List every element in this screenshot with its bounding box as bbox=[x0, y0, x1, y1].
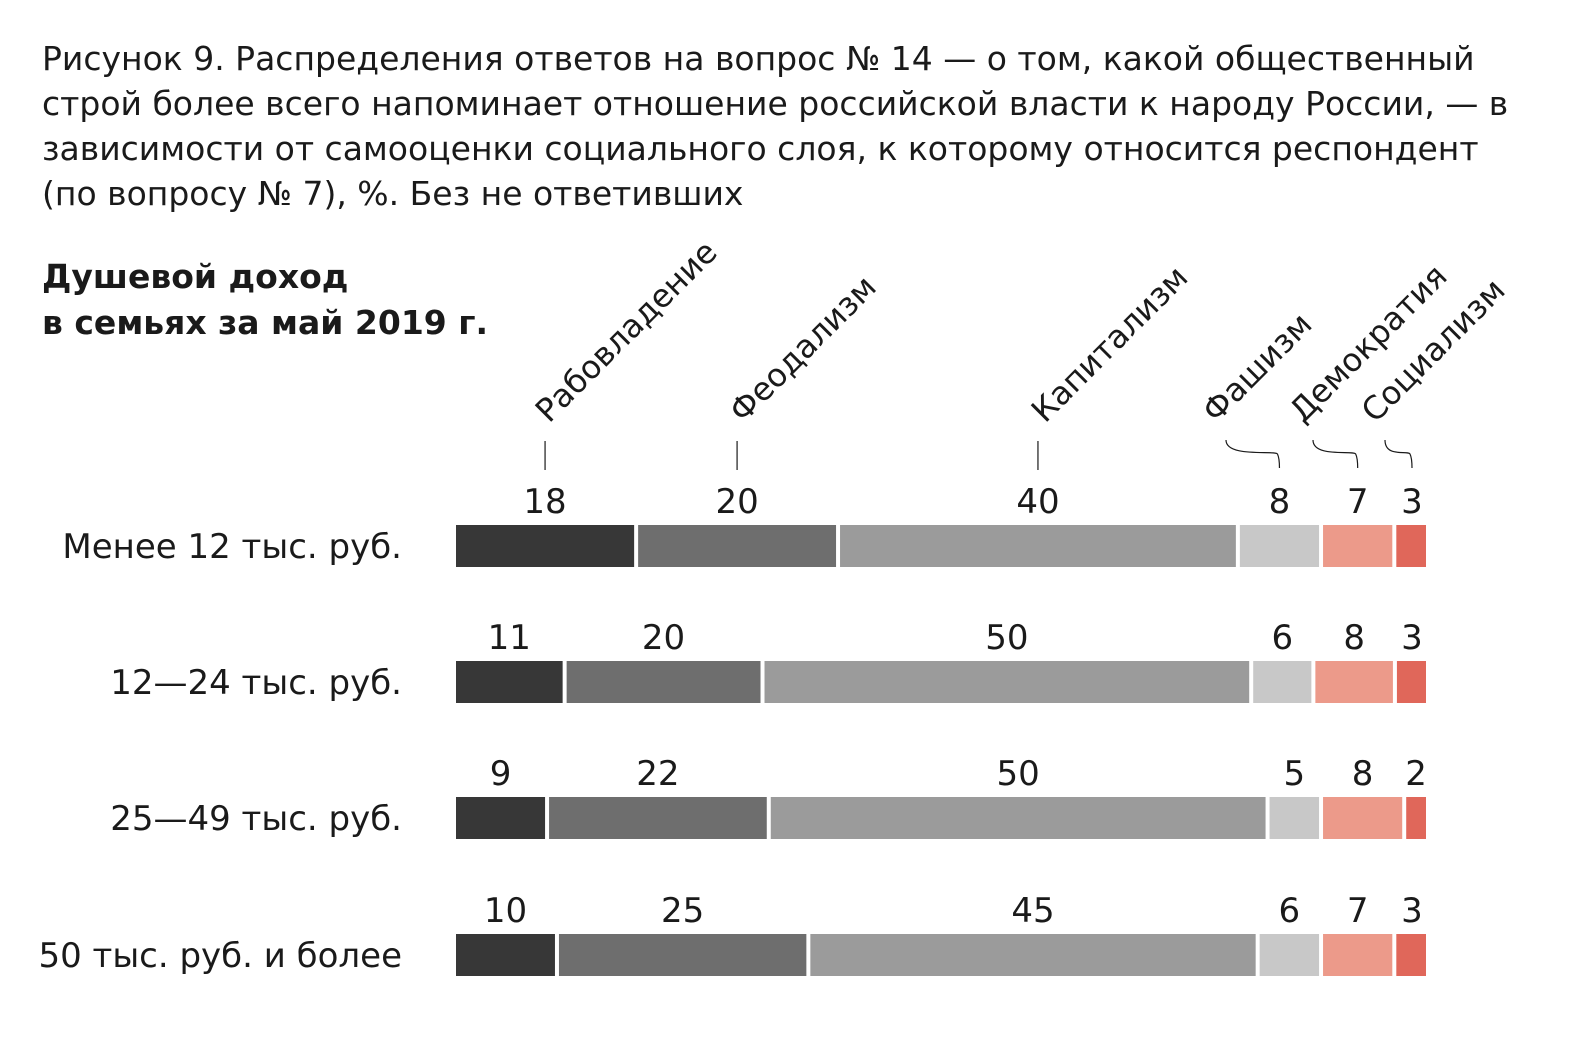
series-label: Рабовладение bbox=[528, 233, 725, 430]
row-label: 50 тыс. руб. и более bbox=[38, 936, 402, 976]
bar-segment bbox=[558, 934, 807, 976]
value-label: 3 bbox=[1401, 618, 1423, 658]
value-label: 40 bbox=[1016, 482, 1059, 522]
bar-segment bbox=[549, 797, 767, 839]
bar-segment bbox=[1406, 797, 1426, 839]
bar-segment bbox=[1315, 661, 1393, 703]
bar-segment bbox=[770, 797, 1266, 839]
bar-segment bbox=[456, 525, 635, 567]
bar-segment bbox=[456, 797, 546, 839]
value-label: 6 bbox=[1271, 618, 1293, 658]
bar-segment bbox=[456, 661, 563, 703]
bar-segment bbox=[840, 525, 1236, 567]
value-label: 11 bbox=[488, 618, 531, 658]
subtitle-line-1: Душевой доход bbox=[42, 257, 349, 296]
value-label: 3 bbox=[1401, 482, 1423, 522]
series-label: Капитализм bbox=[1024, 258, 1196, 430]
subtitle-line-2: в семьях за май 2019 г. bbox=[42, 303, 489, 342]
bar-segment bbox=[1396, 934, 1426, 976]
leader-line bbox=[1312, 439, 1359, 469]
bar-segment bbox=[1323, 797, 1403, 839]
row-label: Менее 12 тыс. руб. bbox=[62, 527, 402, 567]
value-label: 45 bbox=[1011, 891, 1054, 931]
value-label: 20 bbox=[715, 482, 758, 522]
bar-segment bbox=[1323, 934, 1393, 976]
figure-caption: Рисунок 9. Распределения ответов на вопр… bbox=[42, 39, 1509, 213]
bar-segment bbox=[1253, 661, 1312, 703]
chart-subtitle: Душевой доход в семьях за май 2019 г. bbox=[42, 254, 562, 346]
bar-segment bbox=[764, 661, 1250, 703]
value-label: 50 bbox=[997, 754, 1040, 794]
bar-segment bbox=[1396, 525, 1426, 567]
bar-segment bbox=[638, 525, 837, 567]
row-label: 12—24 тыс. руб. bbox=[110, 663, 402, 703]
bar-segment bbox=[810, 934, 1256, 976]
value-label: 6 bbox=[1279, 891, 1301, 931]
bar-segment bbox=[1396, 661, 1426, 703]
leader-line bbox=[1384, 439, 1413, 469]
bar-segment bbox=[456, 934, 555, 976]
series-label: Феодализм bbox=[722, 268, 884, 430]
value-label: 20 bbox=[642, 618, 685, 658]
row-label: 25—49 тыс. руб. bbox=[110, 799, 402, 839]
bar-segment bbox=[566, 661, 761, 703]
bar-segment bbox=[1323, 525, 1393, 567]
value-label: 50 bbox=[985, 618, 1028, 658]
bar-segment bbox=[1239, 525, 1320, 567]
value-label: 8 bbox=[1352, 754, 1374, 794]
value-label: 22 bbox=[636, 754, 679, 794]
value-label: 25 bbox=[661, 891, 704, 931]
value-label: 18 bbox=[523, 482, 566, 522]
bar-segment bbox=[1269, 797, 1320, 839]
value-label: 2 bbox=[1405, 754, 1427, 794]
leader-line bbox=[1225, 439, 1281, 469]
bar-segment bbox=[1259, 934, 1320, 976]
value-label: 5 bbox=[1283, 754, 1305, 794]
value-label: 8 bbox=[1269, 482, 1291, 522]
value-label: 8 bbox=[1343, 618, 1365, 658]
value-label: 7 bbox=[1347, 891, 1369, 931]
value-label: 3 bbox=[1401, 891, 1423, 931]
value-label: 9 bbox=[490, 754, 512, 794]
value-label: 7 bbox=[1347, 482, 1369, 522]
value-label: 10 bbox=[484, 891, 527, 931]
